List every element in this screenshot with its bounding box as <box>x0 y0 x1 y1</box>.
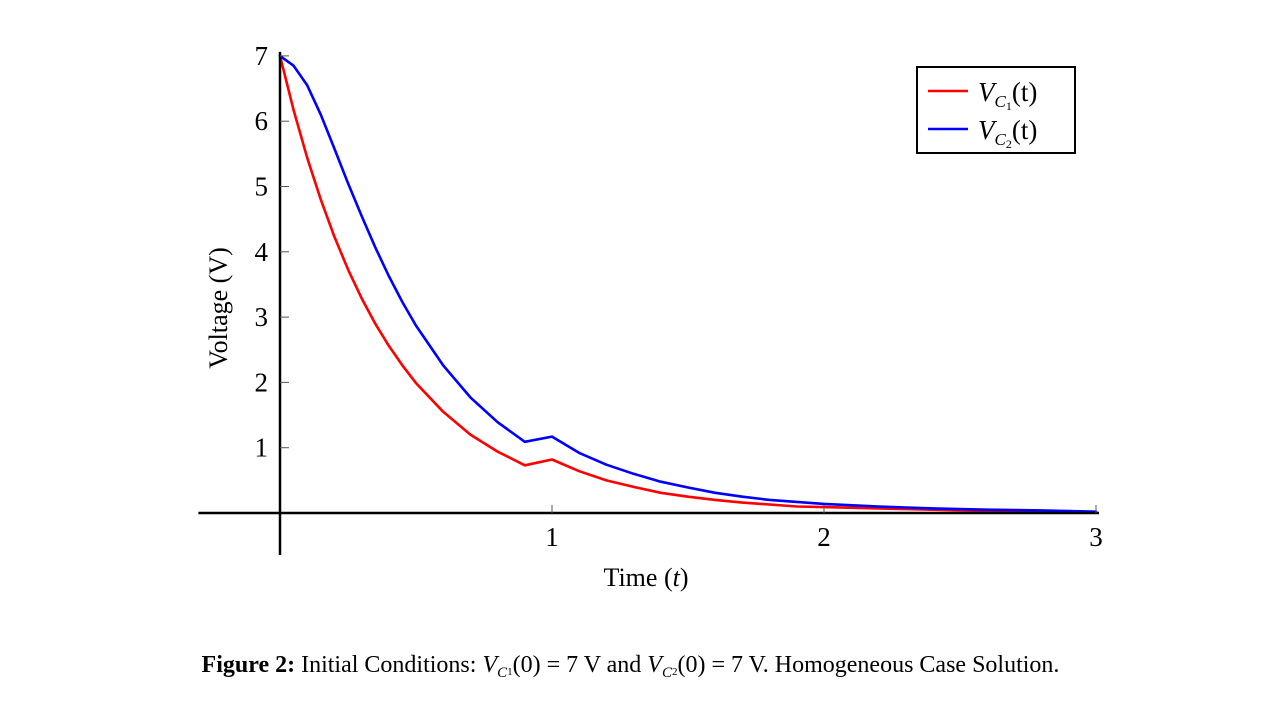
x-tick-label: 2 <box>817 522 831 552</box>
caption-v1-rest: (0) = 7 V <box>512 652 601 678</box>
caption-text-intro: Initial Conditions: <box>301 652 477 678</box>
y-tick-label: 2 <box>255 367 269 397</box>
caption-text-outro: Homogeneous Case Solution. <box>774 652 1060 678</box>
caption-v1-sub: C <box>497 665 508 681</box>
legend-entry-vc2: VC2(t) <box>978 115 1037 151</box>
series-line-2 <box>278 54 1098 514</box>
legend-box <box>916 66 1076 154</box>
y-axis-label: Voltage (V) <box>204 247 233 369</box>
caption-and: and <box>606 652 642 678</box>
caption-label: Figure 2: <box>201 652 296 678</box>
axes-layer <box>198 51 1099 555</box>
y-tick-label: 4 <box>255 237 269 267</box>
caption-v1-var: V <box>482 652 498 678</box>
caption-v2-var: V <box>647 652 662 678</box>
y-tick-label: 3 <box>255 302 269 332</box>
y-tick-label: 7 <box>255 41 269 71</box>
caption-v1-subsub: 1 <box>507 666 513 678</box>
caption-v2-rest: (0) = 7 V. <box>677 652 769 678</box>
ticks-layer: 1 2 3 1 2 3 4 5 6 7 <box>255 41 1103 552</box>
legend-entry-vc1: VC1(t) <box>978 77 1037 113</box>
x-tick-label: 1 <box>545 522 559 552</box>
y-tick-label: 6 <box>255 106 269 136</box>
x-tick-label: 3 <box>1089 522 1103 552</box>
figure-caption: Figure 2: Initial Conditions: VC1(0) = 7… <box>0 648 1261 690</box>
y-tick-label: 1 <box>255 433 269 463</box>
x-axis-label: Time (t) <box>603 563 688 592</box>
caption-v2-subsub: 2 <box>671 666 678 678</box>
y-tick-label: 5 <box>255 172 269 202</box>
legend: VC1(t) VC2(t) <box>916 66 1076 154</box>
caption-v2-sub: C <box>661 665 672 681</box>
